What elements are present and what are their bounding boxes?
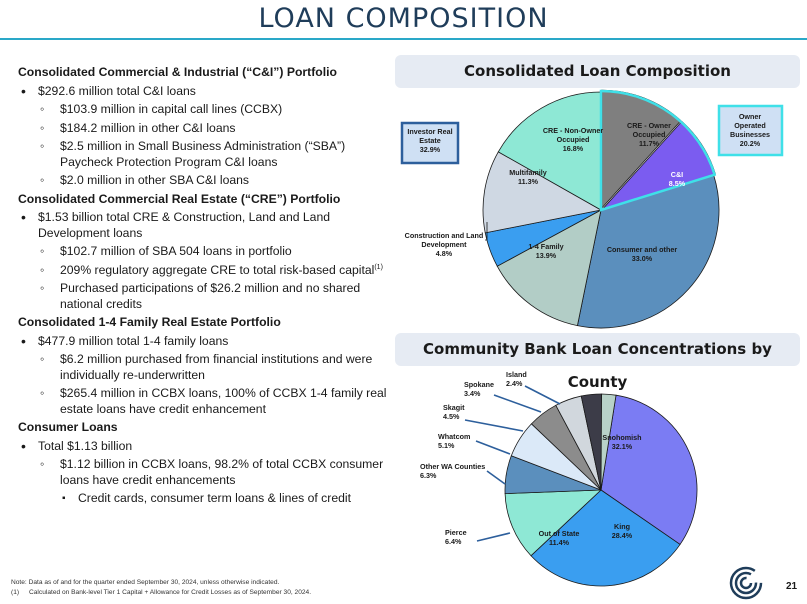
footnote-1-text: Calculated on Bank-level Tier 1 Capital … [29,589,312,596]
bullet-item: Total $1.13 billion [18,439,388,455]
callout-investor-real-estate-label: Investor Real Estate 32.9% [407,127,452,154]
leader-line-skagit [464,419,524,432]
chart1-title: Consolidated Loan Composition [395,55,800,88]
callout-owner-operated-box [717,104,784,157]
pie-slice-cre-non-owner-occupied [497,91,602,211]
footnotes: Note: Data as of and for the quarter end… [11,578,311,598]
leader-line-construction [485,222,488,241]
slice-label-out-of-state: Out of State 11.4% [539,529,580,547]
bullet-item: $1.53 billion total CRE & Construction, … [18,210,388,241]
sub-bullet-text: Purchased participations of $26.2 millio… [60,281,361,311]
sub-bullet-item: $184.2 million in other C&I loans [18,121,388,137]
bullet-item: $292.6 million total C&I loans [18,84,388,100]
slice-label-pierce: Pierce 6.4% [445,528,467,546]
footnote-ref: (1) [374,263,383,271]
slice-label-multifamily: Multifamily 11.3% [509,168,547,186]
slice-label-skagit: Skagit 4.5% [443,403,465,421]
pie-slice-snohomish [600,394,698,546]
section-heading: Consumer Loans [18,420,118,434]
slice-label-snohomish: Snohomish 32.1% [602,433,641,451]
slice-label-cre-non-owner-occupied: CRE - Non-Owner Occupied 16.8% [543,126,603,153]
sub-bullet-item: $1.12 billion in CCBX loans, 98.2% of to… [18,457,388,488]
pie-slice-king [530,489,681,587]
footnote-1-number: (1) [11,589,20,596]
sub-bullet-text: $103.9 million in capital call lines (CC… [60,102,283,116]
sub-bullet-text: $2.5 million in Small Business Administr… [60,139,346,169]
pie-slice-1-4-family [496,209,602,327]
slice-label-other-wa-counties: Other WA Counties 6.3% [420,462,485,480]
slice-label-island: Island 2.4% [506,370,527,388]
leader-line-pierce [476,532,511,542]
chart2-title: Community Bank Loan Concentrations by Co… [395,333,800,391]
sub-bullet-item: $6.2 million purchased from financial in… [18,352,388,383]
footnote-note: Note: Data as of and for the quarter end… [11,579,280,586]
section-heading: Consolidated Commercial Real Estate (“CR… [18,191,341,206]
sub-bullet-text: $6.2 million purchased from financial in… [60,352,373,382]
slice-label-whatcom: Whatcom 5.1% [438,432,470,450]
sub-bullet-text: $102.7 million of SBA 504 loans in portf… [60,244,292,258]
sub-bullet-text: $265.4 million in CCBX loans, 100% of CC… [60,386,387,416]
sub-bullet-text: 209% regulatory aggregate CRE to total r… [60,262,375,277]
sub-bullet-item: $103.9 million in capital call lines (CC… [18,102,388,118]
sub-bullet-text: $184.2 million in other C&I loans [60,120,236,135]
footnote-1: (1) Calculated on Bank-level Tier 1 Capit… [11,588,311,598]
slice-label-spokane: Spokane 3.4% [464,380,494,398]
sub-bullet-item: $265.4 million in CCBX loans, 100% of CC… [18,386,388,417]
callout-investor-real-estate-box [400,121,460,165]
company-logo-icon [729,566,763,600]
pie-slice-multifamily [482,151,603,234]
sub-bullet-item: $2.5 million in Small Business Administr… [18,139,388,170]
callout-owner-operated-label: Owner Operated Businesses 20.2% [730,112,770,148]
sub-bullet-item: $102.7 million of SBA 504 loans in portf… [18,244,388,260]
left-text-panel: Consolidated Commercial & Industrial (“C… [18,62,388,510]
slice-label-construction-and-land-development: Construction and Land Development 4.8% [405,231,484,258]
slice-label-c-i: C&I 8.5% [669,170,686,188]
section-heading: Consolidated 1-4 Family Real Estate Port… [18,315,281,329]
title-bar: LOAN COMPOSITION [0,0,807,40]
pie-slice-consumer-and-other [576,174,720,329]
leader-line-whatcom [475,440,511,455]
sub-bullet-text: $1.12 billion in CCBX loans, 98.2% of to… [60,457,384,487]
leader-line-island [524,385,561,405]
leader-line-other-wa-counties [486,470,506,485]
page-number: 21 [786,581,798,592]
slice-label-cre-owner-occupied: CRE - Owner Occupied 11.7% [627,121,671,148]
pie-slice-island [600,393,617,491]
sub-bullet-item: $2.0 million in other SBA C&I loans [18,173,388,189]
sub-bullet-item: Purchased participations of $26.2 millio… [18,281,388,312]
pie-slice-out-of-state [504,489,603,557]
owner-operated-outline [599,89,717,212]
sub-bullet-item: 209% regulatory aggregate CRE to total r… [18,263,388,279]
slice-label-king: King 28.4% [612,522,633,540]
sub-sub-bullet-item: Credit cards, consumer term loans & line… [18,491,388,507]
section-heading: Consolidated Commercial & Industrial (“C… [18,65,337,79]
title-underline [0,38,807,40]
sub-bullet-text: $2.0 million in other SBA C&I loans [60,173,250,187]
leader-line-spokane [493,394,542,413]
slice-label-consumer-and-other: Consumer and other 33.0% [607,245,677,263]
slice-label-1-4-family: 1-4 Family 13.9% [528,242,563,260]
bullet-item: $477.9 million total 1-4 family loans [18,334,388,350]
page-title: LOAN COMPOSITION [258,3,549,34]
